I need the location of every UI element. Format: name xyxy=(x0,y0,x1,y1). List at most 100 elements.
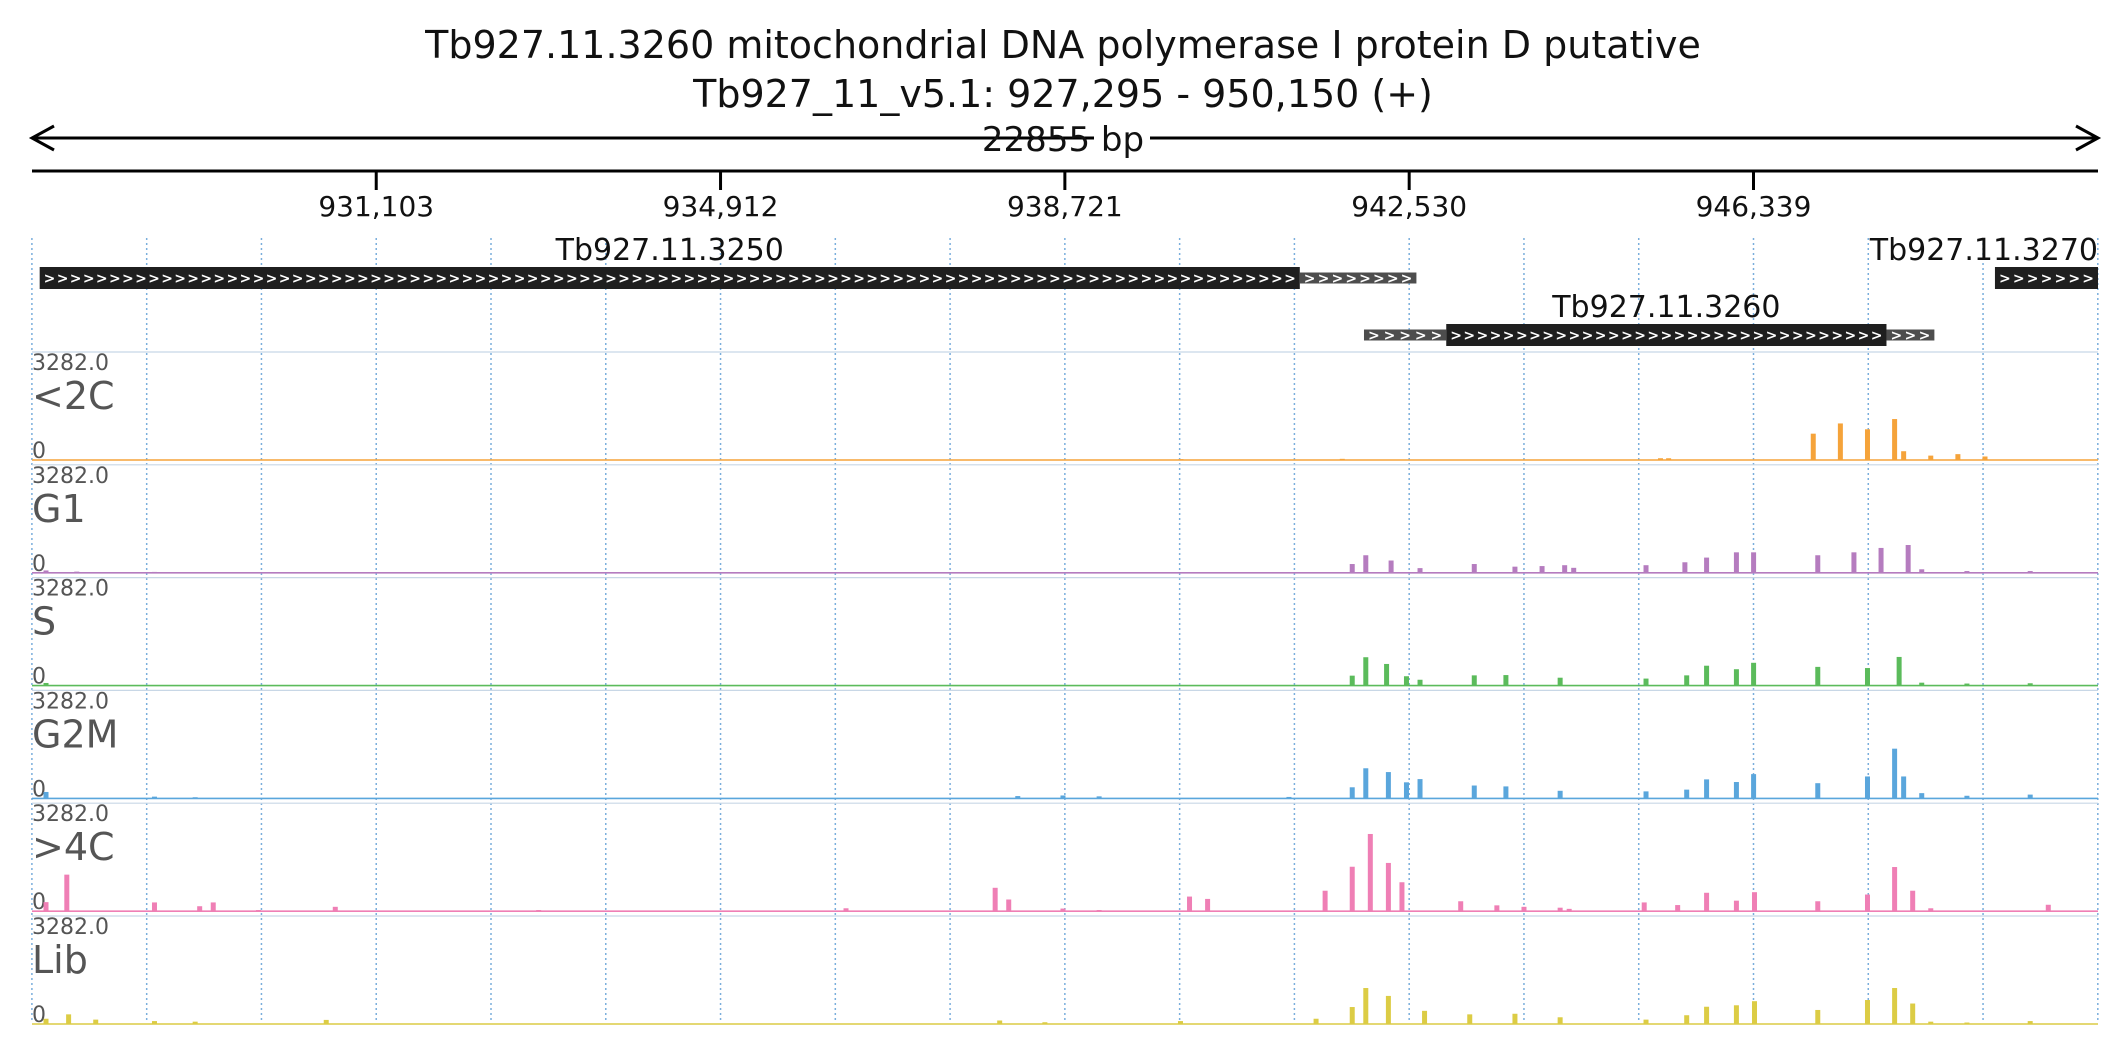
coverage-bar xyxy=(1901,451,1907,460)
coverage-bar xyxy=(1349,1007,1355,1024)
coverage-bar xyxy=(992,887,998,912)
coverage-bar xyxy=(1385,995,1391,1024)
coverage-bar xyxy=(1905,545,1911,573)
coverage-bar xyxy=(1901,776,1907,799)
ruler-tick-label: 934,912 xyxy=(663,190,779,223)
track-name: S xyxy=(32,600,56,644)
coverage-bar xyxy=(1704,665,1710,686)
track-zero-label: 0 xyxy=(32,552,46,577)
track-zero-label: 0 xyxy=(32,890,46,915)
strand-arrows-icon: >>>>>>>>>>>>>>>>>>>>>>>>>>>>>>>>> xyxy=(1450,328,1882,344)
coverage-bar xyxy=(1521,906,1527,912)
coverage-tracks: 3282.0<2C03282.0G103282.0S03282.0G2M0328… xyxy=(32,351,2098,1028)
coverage-bar xyxy=(1675,905,1681,912)
coverage-bar xyxy=(43,791,49,799)
coverage-bar xyxy=(1815,1009,1821,1024)
coverage-bar xyxy=(1896,656,1902,686)
coverage-bar xyxy=(1015,796,1021,799)
coverage-bar xyxy=(1471,564,1477,573)
coverage-bar xyxy=(43,902,49,912)
gene-label: Tb927.11.3260 xyxy=(1551,290,1780,325)
coverage-bar xyxy=(1313,1018,1319,1024)
coverage-bar xyxy=(1403,676,1409,686)
gene-utr xyxy=(1886,329,1935,341)
coverage-bar xyxy=(1733,669,1739,686)
coverage-bar xyxy=(1539,566,1545,573)
coverage-bar xyxy=(1892,988,1898,1024)
coverage-bar xyxy=(1704,1006,1710,1024)
coverage-bar xyxy=(2045,904,2051,912)
coverage-bar xyxy=(1751,1001,1757,1024)
gene-label: Tb927.11.3250 xyxy=(555,233,784,268)
left-arrowhead-icon xyxy=(28,124,55,152)
track-zero-label: 0 xyxy=(32,1003,46,1028)
coverage-bar xyxy=(1096,796,1102,799)
coverage-bar xyxy=(1322,890,1328,912)
coverage-bar xyxy=(1205,898,1211,912)
coverage-bar xyxy=(323,1019,329,1024)
track-max-label: 3282.0 xyxy=(32,464,109,489)
coverage-bar xyxy=(1684,675,1690,686)
coverage-bar xyxy=(1557,790,1563,799)
gene-cds xyxy=(39,267,1300,289)
figure-title: Tb927.11.3260 mitochondrial DNA polymera… xyxy=(424,23,1701,67)
coordinate-ruler: 931,103 934,912 938,721 942,530 946,339 xyxy=(32,169,2098,223)
coverage-bar xyxy=(1349,787,1355,799)
coverage-bar xyxy=(2027,794,2033,799)
coverage-bar xyxy=(1864,1000,1870,1024)
coverage-bar xyxy=(1388,560,1394,573)
coverage-bar xyxy=(1363,555,1369,573)
coverage-bar xyxy=(43,1018,49,1024)
gene-utr xyxy=(1363,329,1447,341)
track-zero-label: 0 xyxy=(32,439,46,464)
coverage-bar xyxy=(1557,1017,1563,1024)
coverage-bar xyxy=(1892,748,1898,799)
track-zero-label: 0 xyxy=(32,777,46,802)
coverage-bar xyxy=(255,910,261,912)
coverage-bar xyxy=(1751,552,1757,573)
coverage-bar xyxy=(1928,1021,1934,1024)
coverage-bar xyxy=(843,908,849,912)
coverage-bar xyxy=(1571,567,1577,573)
gene-model: >>>>>>>>>>>>>>>>>>>>>>>>>>>>>>>>>>>>>>>>… xyxy=(39,233,1417,289)
coverage-bar xyxy=(64,874,70,912)
coverage-bar xyxy=(1349,866,1355,912)
coverage-bar xyxy=(1733,900,1739,912)
coverage-bar xyxy=(1815,901,1821,912)
coverage-bar xyxy=(1403,782,1409,799)
coverage-bar xyxy=(1704,557,1710,573)
coverage-bar xyxy=(1815,555,1821,573)
coverage-bar xyxy=(1910,1003,1916,1024)
coordinate-gridlines xyxy=(31,238,2099,1022)
coverage-bar xyxy=(1928,455,1934,460)
coverage-bar xyxy=(1964,571,1970,573)
coverage-bar xyxy=(1864,429,1870,460)
coverage-bar xyxy=(536,910,542,912)
coverage-bar xyxy=(1363,657,1369,686)
gene-annotation-track: >>>>>>>>>>>>>>>>>>>>>>>>>>>>>>>>>>>>>>>>… xyxy=(39,233,2098,346)
coverage-bar xyxy=(1471,785,1477,799)
coverage-bar xyxy=(1178,459,1184,460)
gene-model: >>>>>>>>>>>>>>>>>>>>>>>>>>>>>>>>>>>>>>>>… xyxy=(1363,290,1935,346)
coverage-bar xyxy=(1815,783,1821,799)
coverage-bar xyxy=(1851,552,1857,573)
coverage-track: 3282.0<2C 0 xyxy=(32,351,2098,464)
span-arrow: 22855 bp xyxy=(28,120,2102,160)
coverage-bar xyxy=(1417,568,1423,573)
strand-arrows-icon: >>>>>>>>>>>>>>>>>>>>>>>>>>>>>>>>>>>>>>>>… xyxy=(44,271,1296,287)
track-name: >4C xyxy=(32,825,115,869)
ruler-tick-label: 938,721 xyxy=(1007,190,1123,223)
coverage-bar xyxy=(997,1020,1003,1024)
ruler-tick-label: 946,339 xyxy=(1696,190,1812,223)
gene-utr xyxy=(1299,272,1417,284)
coverage-bar xyxy=(1704,892,1710,912)
coverage-bar xyxy=(1684,1015,1690,1024)
coverage-bar xyxy=(1643,678,1649,686)
coverage-bar xyxy=(1864,668,1870,686)
gene-label: Tb927.11.3270 xyxy=(1869,233,2098,268)
coverage-bar xyxy=(66,1014,72,1024)
coverage-bar xyxy=(1919,569,1925,573)
coverage-bar xyxy=(1641,902,1647,912)
track-max-label: 3282.0 xyxy=(32,577,109,602)
